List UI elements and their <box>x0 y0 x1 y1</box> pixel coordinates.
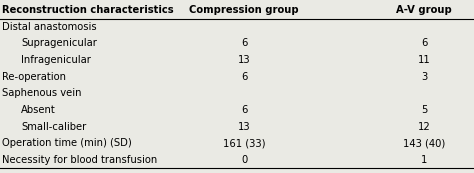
Text: 0: 0 <box>241 155 247 165</box>
Text: Distal anastomosis: Distal anastomosis <box>2 22 97 32</box>
Text: Infragenicular: Infragenicular <box>21 55 91 65</box>
Text: 11: 11 <box>418 55 430 65</box>
Text: Compression group: Compression group <box>189 5 299 15</box>
Text: 3: 3 <box>421 72 428 82</box>
Text: 13: 13 <box>238 122 250 132</box>
Text: 6: 6 <box>241 38 247 48</box>
Text: 6: 6 <box>421 38 428 48</box>
Text: 143 (40): 143 (40) <box>403 138 446 148</box>
Text: Supragenicular: Supragenicular <box>21 38 97 48</box>
Text: 6: 6 <box>241 72 247 82</box>
Text: 5: 5 <box>421 105 428 115</box>
Text: 13: 13 <box>238 55 250 65</box>
Text: Saphenous vein: Saphenous vein <box>2 88 82 98</box>
Text: Necessity for blood transfusion: Necessity for blood transfusion <box>2 155 158 165</box>
Text: Absent: Absent <box>21 105 56 115</box>
Text: A-V group: A-V group <box>396 5 452 15</box>
Text: 12: 12 <box>418 122 430 132</box>
Text: Re-operation: Re-operation <box>2 72 66 82</box>
Text: Small-caliber: Small-caliber <box>21 122 87 132</box>
Text: 1: 1 <box>421 155 428 165</box>
Text: 161 (33): 161 (33) <box>223 138 265 148</box>
Text: Operation time (min) (SD): Operation time (min) (SD) <box>2 138 132 148</box>
Text: 6: 6 <box>241 105 247 115</box>
Text: Reconstruction characteristics: Reconstruction characteristics <box>2 5 174 15</box>
